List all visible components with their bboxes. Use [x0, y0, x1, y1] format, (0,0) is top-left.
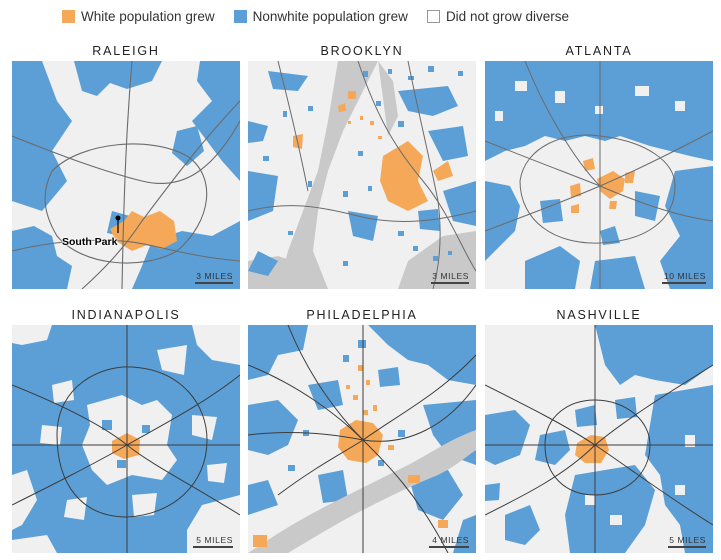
scale-bar: 3 MILES — [431, 271, 469, 284]
map-title: INDIANAPOLIS — [71, 308, 181, 322]
legend-item-not-diverse: Did not grow diverse — [426, 9, 569, 24]
scale-label: 3 MILES — [432, 271, 469, 281]
scale-bar: 10 MILES — [662, 271, 706, 284]
map-graphic — [12, 61, 240, 289]
legend-swatch-blue — [233, 10, 247, 23]
map-raleigh[interactable]: South Park 3 MILES — [12, 61, 240, 289]
map-graphic — [485, 325, 713, 553]
legend-swatch-orange — [62, 10, 75, 23]
map-indianapolis[interactable]: 5 MILES — [12, 325, 240, 553]
callout-marker — [115, 215, 121, 221]
legend-item-white-grew: White population grew — [62, 9, 215, 24]
callout-label: South Park — [62, 236, 118, 248]
scale-label: 5 MILES — [196, 535, 233, 545]
map-graphic — [12, 325, 240, 553]
scale-bar: 4 MILES — [429, 535, 469, 548]
legend-label: Nonwhite population grew — [252, 9, 408, 24]
map-brooklyn[interactable]: 3 MILES — [248, 61, 476, 289]
scale-bar: 3 MILES — [195, 271, 233, 284]
map-graphic — [248, 61, 476, 289]
map-title: ATLANTA — [565, 44, 633, 58]
map-title: RALEIGH — [92, 44, 160, 58]
legend-label: White population grew — [81, 9, 215, 24]
map-nashville[interactable]: 5 MILES — [485, 325, 713, 553]
legend-item-nonwhite-grew: Nonwhite population grew — [233, 9, 408, 24]
map-philadelphia[interactable]: 4 MILES — [248, 325, 476, 553]
map-graphic — [248, 325, 476, 553]
scale-label: 10 MILES — [663, 271, 706, 281]
scale-label: 3 MILES — [196, 271, 233, 281]
legend-swatch-white — [426, 10, 440, 23]
scale-label: 5 MILES — [669, 535, 706, 545]
map-atlanta[interactable]: 10 MILES — [485, 61, 713, 289]
legend-label: Did not grow diverse — [445, 9, 569, 24]
map-title: PHILADELPHIA — [306, 308, 418, 322]
scale-bar: 5 MILES — [668, 535, 706, 548]
legend: White population grew Nonwhite populatio… — [62, 9, 588, 24]
map-graphic — [485, 61, 713, 289]
scale-bar: 5 MILES — [193, 535, 233, 548]
scale-label: 4 MILES — [432, 535, 469, 545]
map-title: BROOKLYN — [320, 44, 404, 58]
map-title: NASHVILLE — [556, 308, 642, 322]
